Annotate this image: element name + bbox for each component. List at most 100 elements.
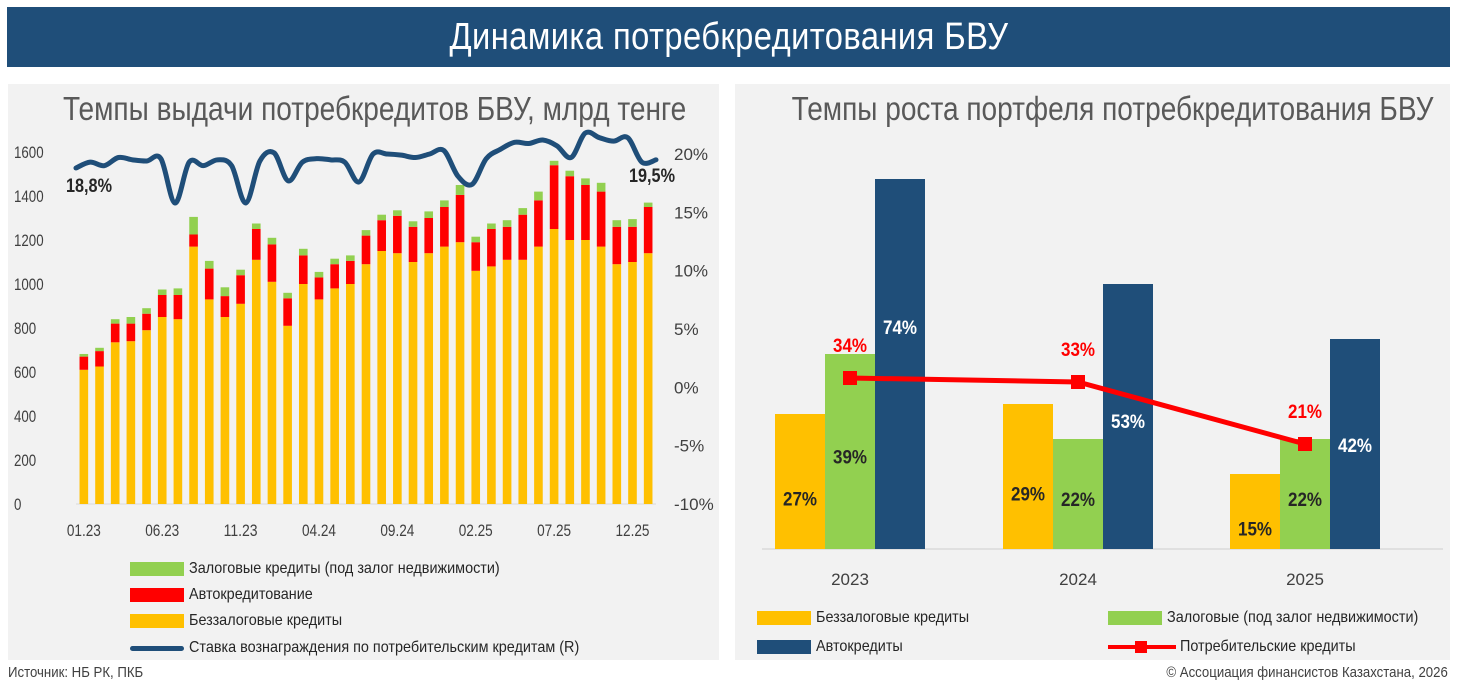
bar-segment-unsecured (283, 325, 292, 504)
bar-segment-mortgage (596, 182, 606, 192)
x-tick-label: 11.23 (224, 521, 258, 540)
bar-segment-auto (643, 207, 653, 254)
bar-segment-unsecured (173, 319, 183, 504)
bar-segment-mortgage (424, 211, 434, 218)
x-tick-label: 06.23 (145, 521, 179, 540)
bar-segment-unsecured (314, 299, 324, 504)
y-left-tick-label: 1400 (14, 187, 44, 206)
bar-segment-unsecured (455, 242, 465, 504)
bar-segment-mortgage (643, 202, 653, 207)
x-tick-label: 2024 (1059, 570, 1097, 589)
bar-segment-auto (361, 235, 371, 265)
y-left-tick-label: 800 (14, 319, 36, 338)
bar-segment-auto (204, 268, 214, 300)
y-right-tick-label: -10% (674, 495, 714, 514)
bar-mortgage-2023 (825, 354, 875, 549)
right-chart-panel: Темпы роста портфеля потребкредитования … (735, 84, 1450, 660)
bar-unsecured-2024 (1003, 404, 1053, 549)
bar-segment-mortgage (377, 214, 386, 221)
bar-segment-mortgage (455, 185, 465, 195)
bar-segment-auto (79, 356, 89, 370)
bar-unsecured-2023 (775, 414, 825, 549)
consumer-credit-label: 34% (833, 336, 867, 357)
consumer-credit-marker (1071, 375, 1085, 389)
value-label-auto-2024: 53% (1111, 412, 1145, 433)
bar-segment-unsecured (189, 246, 198, 504)
consumer-credit-label: 33% (1061, 340, 1095, 361)
y-right-tick-label: 0% (674, 378, 699, 397)
y-right-tick-label: 5% (674, 320, 699, 339)
bar-segment-auto (110, 323, 120, 343)
bar-segment-auto (628, 226, 637, 262)
right-chart-title: Темпы роста портфеля потребкредитования … (791, 90, 1434, 127)
bar-segment-mortgage (220, 287, 230, 297)
bar-segment-auto (330, 264, 339, 289)
bar-segment-unsecured (596, 246, 606, 504)
bar-mortgage-2024 (1053, 439, 1103, 549)
x-tick-label: 2023 (831, 570, 869, 589)
rate-line (73, 129, 659, 206)
y-left-tick-label: 1000 (14, 275, 44, 294)
left-chart-panel: Темпы выдачи потребкредитов БВУ, млрд те… (8, 84, 719, 660)
value-label-mortgage-2025: 22% (1288, 490, 1322, 511)
bar-segment-mortgage (330, 258, 339, 265)
bar-segment-unsecured (628, 262, 637, 504)
bar-segment-auto (581, 185, 590, 240)
bar-segment-mortgage (157, 289, 167, 295)
bar-segment-mortgage (126, 317, 136, 324)
value-label-auto-2025: 42% (1338, 436, 1372, 457)
bar-segment-mortgage (471, 236, 481, 243)
legend-item-auto-growth: Автокредиты (757, 638, 912, 656)
source-note: Источник: НБ РК, ПКБ (8, 664, 144, 681)
x-tick-label: 09.24 (380, 521, 414, 540)
bar-segment-unsecured (424, 253, 434, 504)
legend-item-unsecured-growth: Беззалоговые кредиты (757, 609, 986, 627)
bar-segment-auto (393, 215, 402, 254)
bar-segment-unsecured (110, 342, 120, 504)
bar-segment-auto (377, 220, 386, 251)
bar-segment-auto (267, 244, 277, 282)
x-tick-label: 2025 (1286, 570, 1324, 589)
bar-segment-auto (126, 323, 136, 342)
bar-segment-mortgage (110, 319, 120, 324)
bar-segment-auto (236, 275, 245, 304)
bar-auto-2024 (1103, 284, 1153, 549)
legend-item-auto: Автокредитование (130, 586, 327, 604)
bar-segment-mortgage (487, 223, 496, 229)
bar-segment-mortgage (518, 208, 528, 215)
y-right-tick-label: 10% (674, 262, 708, 281)
bar-unsecured-2025 (1230, 474, 1280, 549)
bar-auto-2023 (875, 179, 925, 549)
bar-segment-unsecured (549, 229, 559, 504)
bar-segment-unsecured (471, 270, 481, 504)
bar-segment-mortgage (204, 260, 214, 269)
bar-segment-unsecured (330, 288, 339, 504)
bar-segment-auto (471, 242, 481, 271)
y-left-tick-label: 1200 (14, 231, 44, 250)
bar-segment-mortgage (298, 248, 308, 256)
legend-swatch-unsecured-growth (757, 611, 811, 625)
legend-item-mortgage-growth: Залоговые (под залог недвижимости) (1108, 609, 1446, 627)
bar-segment-unsecured (518, 259, 528, 504)
x-tick-label: 02.25 (459, 521, 493, 540)
bar-segment-mortgage (502, 220, 512, 227)
bar-segment-unsecured (581, 240, 590, 504)
bar-segment-auto (408, 226, 418, 262)
bar-segment-mortgage (79, 353, 89, 357)
y-right-tick-label: 20% (674, 145, 708, 164)
y-left-tick-label: 600 (14, 363, 36, 382)
legend-swatch-rate (130, 645, 184, 651)
bar-segment-unsecured (142, 330, 151, 504)
bar-segment-auto (565, 176, 575, 240)
bar-segment-mortgage (549, 160, 559, 166)
bar-segment-auto (220, 296, 230, 317)
bar-segment-auto (346, 260, 355, 284)
consumer-credit-label: 21% (1288, 402, 1322, 423)
bar-segment-mortgage (95, 347, 104, 352)
bar-segment-auto (440, 207, 449, 247)
consumer-credit-marker (843, 371, 857, 385)
legend-item-consumer-growth: Потребительские кредиты (1108, 638, 1375, 656)
legend-swatch-consumer-growth (1108, 640, 1176, 654)
bar-segment-auto (283, 298, 292, 326)
bar-segment-auto (534, 200, 543, 247)
